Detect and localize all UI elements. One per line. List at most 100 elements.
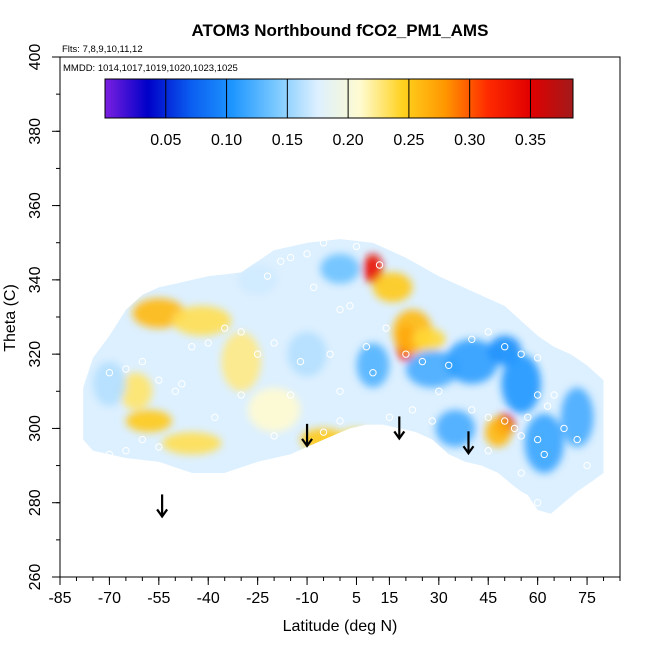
observation-point-54 <box>540 450 548 459</box>
y-axis: 260 280 300 320 340 360 380 400 <box>27 44 60 591</box>
heatmap-blob-22 <box>524 413 564 473</box>
observation-point-22 <box>445 361 453 369</box>
heatmap-blob-19 <box>445 339 499 384</box>
heatmap-blob-1 <box>372 272 413 303</box>
observation-point-51 <box>593 480 601 488</box>
observation-point-32 <box>105 369 114 377</box>
observation-point-68 <box>533 499 542 507</box>
observation-point-25 <box>501 343 509 351</box>
colorbar: 0.05 0.10 0.15 0.20 0.25 0.30 0.35 <box>104 78 574 149</box>
heatmap-blob-12 <box>221 331 261 392</box>
y-tick-label: 260 <box>27 564 44 591</box>
colorbar-tick-label: 0.10 <box>211 132 242 149</box>
heatmap-blob-27 <box>237 265 278 295</box>
observation-point-55 <box>484 447 492 455</box>
x-tick-label: 30 <box>430 590 448 607</box>
arrow-head <box>393 430 406 441</box>
observation-point-42 <box>501 417 509 425</box>
observation-point-33 <box>178 380 186 388</box>
observation-point-39 <box>435 387 443 395</box>
heatmap-blob-14 <box>336 428 377 451</box>
observation-point-4 <box>375 261 384 269</box>
colorbar-tick-label: 0.25 <box>393 132 424 149</box>
observation-point-20 <box>402 350 410 358</box>
x-axis: -85 -70 -55 -40 -25 -10 5 15 30 45 60 75 <box>48 577 621 607</box>
x-tick-label: 60 <box>529 590 547 607</box>
colorbar-tick-label: 0.20 <box>333 132 364 149</box>
observation-point-66 <box>408 406 417 414</box>
observation-point-11 <box>237 328 245 336</box>
observation-point-7 <box>309 283 318 291</box>
colorbar-tick-label: 0.35 <box>515 132 546 149</box>
arrow-2 <box>393 416 406 441</box>
observation-point-19 <box>362 343 371 351</box>
arrow-0 <box>156 494 169 519</box>
observation-point-5 <box>277 257 285 265</box>
observation-point-63 <box>319 428 328 436</box>
heatmap-layer <box>83 239 604 514</box>
heatmap-blob-17 <box>356 343 390 388</box>
observation-point-58 <box>122 447 130 455</box>
y-axis-title: Theta (C) <box>2 284 19 352</box>
observation-point-43 <box>510 424 519 433</box>
observation-point-31 <box>122 365 130 373</box>
colorbar-tick-label: 0.30 <box>454 132 485 149</box>
heatmap-blob-6 <box>484 417 512 447</box>
arrow-head <box>462 445 475 456</box>
colorbar-tick-label: 0.05 <box>150 132 181 149</box>
y-tick-label: 300 <box>27 415 44 442</box>
mmdd-annotation: MMDD: 1014,1017,1019,1020,1023,1025 <box>63 63 238 74</box>
x-tick-label: -40 <box>197 590 220 607</box>
heatmap-blob-9 <box>125 409 172 433</box>
observation-point-10 <box>382 324 390 332</box>
heatmap-blob-25 <box>92 361 126 407</box>
heatmap-blob-8 <box>172 305 232 336</box>
observation-point-17 <box>296 357 305 366</box>
arrow-head <box>301 438 313 448</box>
observation-point-52 <box>517 432 525 440</box>
x-tick-label: -55 <box>147 590 170 607</box>
y-tick-label: 360 <box>27 192 44 219</box>
heatmap-blob-21 <box>501 354 541 414</box>
observation-point-64 <box>336 417 344 425</box>
x-tick-label: -25 <box>246 590 269 607</box>
observation-point-49 <box>573 435 581 444</box>
observation-point-46 <box>543 402 552 410</box>
observation-point-61 <box>155 443 163 451</box>
observation-point-29 <box>155 376 163 384</box>
observation-point-36 <box>286 391 295 399</box>
observation-point-48 <box>560 424 568 433</box>
arrows-layer <box>156 416 475 519</box>
observation-point-18 <box>326 350 334 358</box>
observation-point-13 <box>204 339 212 347</box>
y-tick-label: 280 <box>27 489 44 516</box>
heatmap-blob-23 <box>560 387 594 447</box>
observation-point-9 <box>346 302 354 310</box>
observation-point-45 <box>533 391 542 399</box>
observation-point-47 <box>550 391 558 399</box>
observation-point-24 <box>484 328 492 336</box>
observation-point-60 <box>89 450 97 459</box>
x-tick-label: 75 <box>578 590 596 607</box>
observation-point-12 <box>221 324 229 332</box>
observation-point-2 <box>319 239 328 247</box>
x-tick-label: -70 <box>98 590 121 607</box>
arrow-head <box>156 508 169 519</box>
observation-point-0 <box>303 250 311 258</box>
heatmap-blob-16 <box>320 253 360 284</box>
observation-point-40 <box>468 406 476 414</box>
observation-point-16 <box>270 339 278 347</box>
chart-title: ATOM3 Northbound fCO2_PM1_AMS <box>192 21 489 40</box>
observation-point-50 <box>583 461 591 470</box>
flights-annotation: Flts: 7,8,9,10,11,12 <box>62 44 143 55</box>
y-tick-label: 340 <box>27 266 44 293</box>
y-tick-label: 400 <box>27 44 44 71</box>
heatmap-blob-4 <box>412 328 446 351</box>
observation-point-1 <box>286 253 295 262</box>
observation-point-44 <box>524 413 532 421</box>
observation-point-14 <box>188 343 196 351</box>
heatmap-field <box>83 239 604 514</box>
x-tick-label: -85 <box>48 590 71 607</box>
arrow-3 <box>462 431 475 456</box>
